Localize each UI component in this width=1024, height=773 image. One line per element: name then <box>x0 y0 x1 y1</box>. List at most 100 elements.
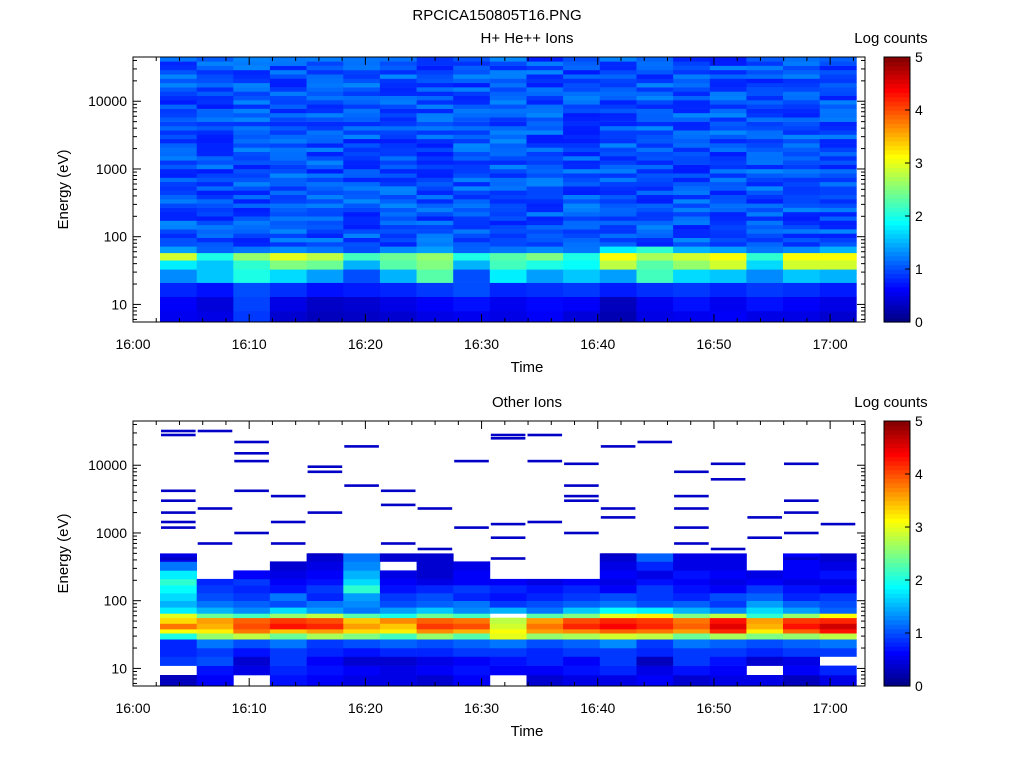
heatmap-cell <box>489 95 527 101</box>
heatmap-cell <box>306 269 344 283</box>
heatmap-cell <box>233 260 271 270</box>
colorbar-tick-label: 5 <box>915 413 923 429</box>
heatmap-cell <box>453 168 491 174</box>
colorbar-swatch <box>884 602 910 608</box>
heatmap-cell <box>489 216 527 221</box>
heatmap-cell <box>343 91 381 96</box>
heatmap-cell <box>306 160 344 165</box>
heatmap-cell <box>489 211 527 217</box>
heatmap-cell <box>416 104 454 109</box>
heatmap-cell <box>636 138 674 144</box>
heatmap-cell <box>599 147 637 152</box>
heatmap-cell <box>636 57 674 62</box>
heatmap-cell <box>489 125 527 131</box>
heatmap-cell <box>416 553 454 562</box>
heatmap-cell <box>783 95 820 101</box>
heatmap-cell <box>416 585 454 594</box>
heatmap-cell <box>819 553 857 562</box>
heatmap-cell <box>599 181 637 187</box>
y-tick-label: 100 <box>104 229 128 245</box>
heatmap-cell <box>599 216 637 221</box>
heatmap-cell <box>746 617 784 624</box>
heatmap-cell <box>416 633 454 640</box>
colorbar-swatch <box>884 216 910 222</box>
heatmap-cell <box>306 216 344 221</box>
heatmap-cell <box>673 203 711 208</box>
heatmap-cell <box>233 147 271 152</box>
heatmap-cell <box>636 578 674 586</box>
heatmap-cell <box>379 82 417 88</box>
heatmap-cell <box>453 138 491 144</box>
colorbar-swatch <box>884 171 910 177</box>
heatmap-cell <box>489 639 527 649</box>
colorbar-swatch <box>884 637 910 643</box>
heatmap-cell <box>819 639 857 649</box>
heatmap-cell <box>489 177 527 183</box>
heatmap-cell <box>673 613 711 619</box>
heatmap-cell <box>489 617 527 624</box>
heatmap-cell <box>416 233 454 238</box>
heatmap-cell <box>526 121 564 127</box>
heatmap-cell <box>819 607 857 614</box>
sparse-count-mark <box>527 459 563 463</box>
colorbar-swatch <box>884 668 910 674</box>
heatmap-cell <box>453 269 491 283</box>
heatmap-cell <box>746 656 784 666</box>
heatmap-cell <box>160 104 197 109</box>
heatmap-cell <box>453 260 491 270</box>
colorbar-swatch <box>884 509 910 515</box>
colorbar-swatch <box>884 535 910 541</box>
colorbar-swatch <box>884 438 910 444</box>
heatmap-cell <box>709 220 747 226</box>
colorbar-swatch <box>884 624 910 630</box>
heatmap-cell <box>453 78 491 84</box>
heatmap-cell <box>709 585 747 594</box>
heatmap-cell <box>379 570 417 580</box>
heatmap-cell <box>160 282 197 297</box>
heatmap-cell <box>196 87 234 92</box>
heatmap-cell <box>453 656 491 666</box>
colorbar-swatch <box>884 198 910 204</box>
heatmap-cell <box>709 600 747 608</box>
heatmap-cell <box>636 134 674 140</box>
heatmap-cell <box>783 117 820 122</box>
heatmap-cell <box>416 593 454 601</box>
heatmap-cell <box>673 269 711 283</box>
heatmap-cell <box>673 648 711 657</box>
heatmap-cell <box>636 639 674 649</box>
heatmap-cell <box>783 108 820 114</box>
heatmap-cell <box>709 199 747 204</box>
heatmap-cell <box>416 160 454 165</box>
heatmap-cell <box>416 125 454 131</box>
heatmap-cell <box>160 311 197 323</box>
heatmap-cell <box>379 237 417 243</box>
colorbar-swatch <box>884 566 910 572</box>
heatmap-cell <box>709 164 747 170</box>
heatmap-cell <box>709 623 747 630</box>
colorbar-tick-label: 4 <box>915 466 923 482</box>
heatmap-cell <box>673 91 711 96</box>
panel-title: H+ He++ Ions <box>481 30 574 47</box>
heatmap-cell <box>379 121 417 127</box>
heatmap-cell <box>709 151 747 157</box>
heatmap-cell <box>416 138 454 144</box>
heatmap-cell <box>196 69 234 75</box>
heatmap-cell <box>379 246 417 254</box>
heatmap-cell <box>233 665 271 676</box>
heatmap-cell <box>526 578 564 586</box>
heatmap-cell <box>599 613 637 619</box>
heatmap-cell <box>416 282 454 297</box>
heatmap-cell <box>379 177 417 183</box>
heatmap-cell <box>196 164 234 170</box>
y-axis-label: Energy (eV) <box>55 513 72 593</box>
heatmap-cell <box>599 130 637 135</box>
heatmap-cell <box>526 61 564 66</box>
heatmap-cell <box>709 246 747 254</box>
heatmap-cell <box>746 78 784 84</box>
heatmap-cell <box>819 617 857 624</box>
sparse-count-mark <box>270 494 306 498</box>
heatmap-cell <box>196 224 234 230</box>
heatmap-cell <box>783 252 820 261</box>
heatmap-cell <box>453 69 491 75</box>
heatmap-cell <box>306 260 344 270</box>
